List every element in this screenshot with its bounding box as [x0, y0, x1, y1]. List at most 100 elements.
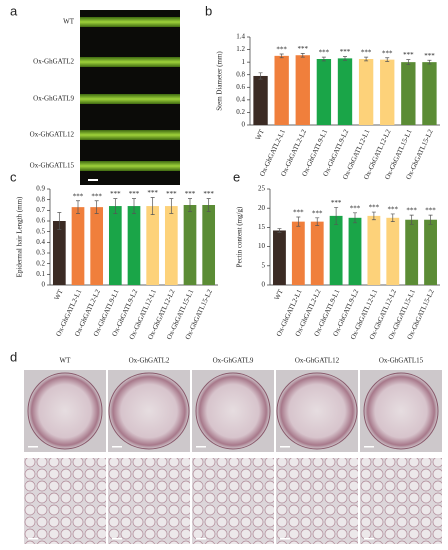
error-bar [409, 214, 414, 225]
scale-bar [280, 538, 290, 540]
y-tick-label: 0.4 [236, 95, 245, 103]
panel-label: a [10, 3, 18, 18]
y-tick-label: 0.3 [36, 249, 45, 257]
column-label: Ox-GhGATL9 [213, 357, 254, 365]
error-bar [57, 212, 62, 230]
stem-section [27, 372, 103, 450]
y-tick-label: 0.1 [36, 270, 45, 278]
bar [367, 215, 381, 285]
bar [405, 219, 419, 285]
stem-section [108, 372, 190, 450]
error-bar [188, 198, 192, 212]
significance-label: *** [406, 207, 417, 215]
column-label: Ox-GhGATL15 [379, 357, 424, 365]
y-tick-label: 0.2 [236, 108, 245, 116]
error-bar [169, 198, 174, 214]
error-bar [315, 217, 320, 226]
bar [358, 59, 374, 125]
bar [310, 221, 324, 285]
y-tick-label: 1.4 [236, 33, 245, 41]
y-tick-label: 0.2 [36, 259, 45, 267]
significance-label: *** [110, 190, 121, 198]
row-label: Ox-GhGATL15 [30, 162, 75, 170]
scale-bar [364, 538, 374, 540]
bar [329, 215, 343, 285]
error-bar [371, 211, 376, 221]
column-label: Ox-GhGATL2 [129, 357, 170, 365]
scale-bar [196, 538, 206, 540]
bar [202, 205, 216, 285]
photo [108, 458, 190, 544]
scale-bar [28, 538, 38, 540]
scale-bar [280, 446, 290, 448]
scale-bar [88, 179, 98, 181]
photo [24, 458, 106, 544]
bar [127, 206, 141, 285]
significance-label: *** [403, 51, 414, 59]
stem [80, 57, 180, 67]
scale-bar [196, 446, 206, 448]
scale-bar [112, 446, 122, 448]
y-tick-label: 20 [258, 204, 266, 212]
significance-label: *** [425, 207, 436, 215]
error-bar [258, 72, 263, 80]
y-axis-label: Epidermal hair Length (mm) [16, 196, 24, 277]
error-bar [150, 197, 155, 215]
bar [348, 217, 362, 285]
error-bar [428, 214, 433, 225]
stem-section [276, 372, 358, 450]
significance-label: *** [129, 190, 140, 198]
panel-label: c [10, 169, 17, 184]
error-bar [321, 56, 326, 62]
bar [183, 205, 197, 285]
x-tick-label: WT [254, 127, 266, 141]
y-tick-label: 25 [258, 185, 266, 193]
stem [80, 161, 180, 171]
significance-label: *** [166, 190, 177, 198]
bar [273, 230, 286, 285]
significance-label: *** [73, 192, 84, 200]
row-label: Ox-GhGATL9 [33, 95, 74, 103]
significance-label: *** [185, 190, 196, 198]
photo [192, 458, 274, 544]
y-tick-label: 1 [242, 58, 246, 66]
y-tick-label: 10 [258, 242, 266, 250]
y-axis-label: Stem Diameter (mm) [216, 51, 224, 111]
error-bar [385, 57, 390, 62]
y-tick-label: 0 [42, 281, 46, 289]
y-tick-label: 0.9 [36, 185, 45, 193]
significance-label: *** [147, 189, 158, 197]
bar [90, 207, 104, 285]
scale-bar [364, 446, 374, 448]
y-tick-label: 0.5 [36, 227, 45, 235]
bar [253, 75, 268, 125]
y-tick-label: 0 [262, 281, 266, 289]
significance-label: *** [350, 204, 361, 212]
stem [80, 94, 180, 104]
error-bar [390, 213, 395, 222]
error-bar [94, 200, 99, 214]
y-tick-label: 5 [262, 261, 266, 269]
error-bar [334, 207, 339, 225]
scale-bar [112, 538, 122, 540]
significance-label: *** [293, 209, 304, 217]
y-tick-label: 0.6 [36, 217, 45, 225]
significance-label: *** [369, 204, 380, 212]
error-bar [300, 52, 305, 58]
significance-label: *** [331, 199, 342, 207]
bar [146, 206, 160, 285]
scale-bar [28, 446, 38, 448]
stem-section [195, 372, 271, 450]
bar [386, 217, 400, 285]
bar [422, 62, 437, 125]
y-tick-label: 0.8 [236, 70, 245, 78]
row-label: Ox-GhGATL12 [30, 131, 75, 139]
y-tick-label: 0 [242, 121, 246, 129]
error-bar [343, 56, 347, 61]
significance-label: *** [340, 48, 351, 56]
x-tick-label: WT [53, 287, 65, 301]
section-images: WT Ox-GhGATL2 Ox-GhGATL9 Ox-GhGATL12 Ox-GhGA… [24, 357, 442, 544]
significance-label: *** [424, 52, 435, 60]
bar [71, 207, 85, 285]
error-bar [296, 216, 301, 227]
